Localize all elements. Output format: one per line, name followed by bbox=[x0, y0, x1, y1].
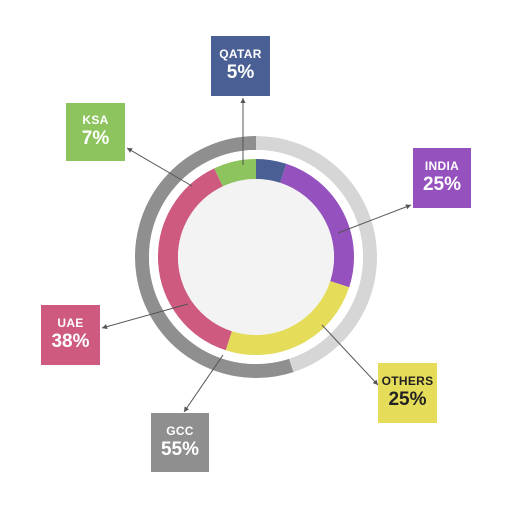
leader-india bbox=[337, 204, 412, 234]
slice-india bbox=[279, 163, 354, 288]
leader-ksa bbox=[126, 147, 193, 187]
callout-india-label: INDIA bbox=[424, 159, 460, 173]
callout-ksa-value: 7% bbox=[81, 128, 110, 149]
slice-uae bbox=[158, 168, 233, 351]
callout-gcc: GCC 55% bbox=[151, 413, 209, 472]
slice-others bbox=[225, 280, 350, 355]
callout-qatar: QATAR 5% bbox=[211, 36, 270, 96]
outer-ring-rest bbox=[255, 136, 377, 373]
callout-india: INDIA 25% bbox=[413, 148, 471, 208]
callout-gcc-value: 55% bbox=[160, 438, 200, 460]
slice-ksa bbox=[214, 159, 257, 187]
leader-gcc bbox=[183, 354, 224, 413]
leader-qatar bbox=[240, 98, 246, 165]
callout-qatar-label: QATAR bbox=[219, 47, 262, 61]
callout-uae-value: 38% bbox=[51, 331, 90, 352]
callout-others-label: OTHERS bbox=[381, 374, 434, 388]
callout-qatar-value: 5% bbox=[226, 62, 255, 83]
callout-india-value: 25% bbox=[422, 174, 462, 195]
callout-uae: UAE 38% bbox=[41, 305, 100, 365]
donut-center bbox=[178, 179, 334, 335]
callout-uae-label: UAE bbox=[57, 316, 84, 330]
callout-others-value: 25% bbox=[388, 389, 427, 410]
callout-others: OTHERS 25% bbox=[378, 363, 437, 423]
slice-qatar bbox=[255, 159, 287, 183]
leader-uae bbox=[101, 303, 189, 330]
leader-others bbox=[321, 324, 379, 386]
callout-ksa-label: KSA bbox=[82, 113, 109, 127]
callout-gcc-label: GCC bbox=[166, 423, 194, 438]
outer-ring-gcc bbox=[135, 136, 294, 378]
callout-ksa: KSA 7% bbox=[66, 103, 125, 161]
